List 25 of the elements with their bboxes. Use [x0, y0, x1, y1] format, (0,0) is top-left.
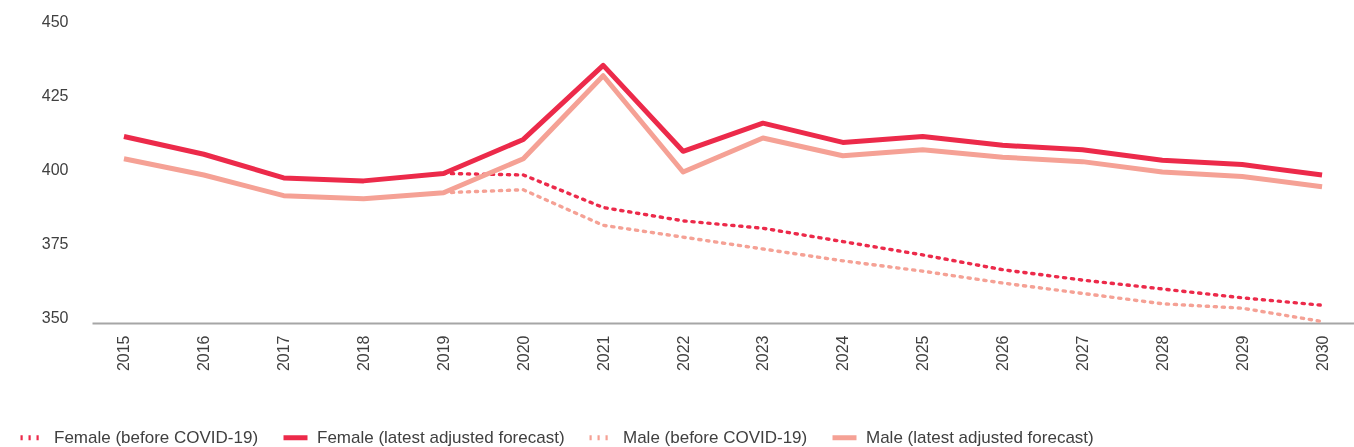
- x-tick-label: 2029: [1233, 335, 1251, 372]
- y-tick-label: 400: [41, 160, 69, 178]
- x-tick-label: 2028: [1153, 335, 1171, 372]
- x-tick-label: 2022: [674, 335, 692, 372]
- x-tick-label: 2023: [754, 335, 772, 372]
- x-tick-label: 2015: [115, 335, 133, 372]
- x-tick-label: 2016: [195, 335, 213, 372]
- legend-label: Female (latest adjusted forecast): [317, 427, 565, 447]
- y-tick-label: 425: [41, 86, 69, 104]
- x-tick-label: 2024: [834, 335, 852, 372]
- y-tick-label: 375: [41, 234, 69, 252]
- legend-label: Male (latest adjusted forecast): [866, 427, 1094, 447]
- x-tick-label: 2025: [914, 335, 932, 372]
- y-tick-label: 350: [41, 308, 69, 326]
- legend-label: Female (before COVID-19): [54, 427, 259, 447]
- legend-label: Male (before COVID-19): [623, 427, 808, 447]
- y-tick-label: 450: [41, 12, 69, 30]
- x-tick-label: 2018: [355, 335, 373, 372]
- x-tick-label: 2019: [434, 335, 452, 372]
- x-tick-label: 2030: [1313, 335, 1331, 372]
- x-tick-label: 2027: [1073, 335, 1091, 372]
- x-tick-label: 2026: [994, 335, 1012, 372]
- x-tick-label: 2017: [275, 335, 293, 372]
- x-tick-label: 2021: [594, 335, 612, 372]
- x-tick-label: 2020: [514, 335, 532, 372]
